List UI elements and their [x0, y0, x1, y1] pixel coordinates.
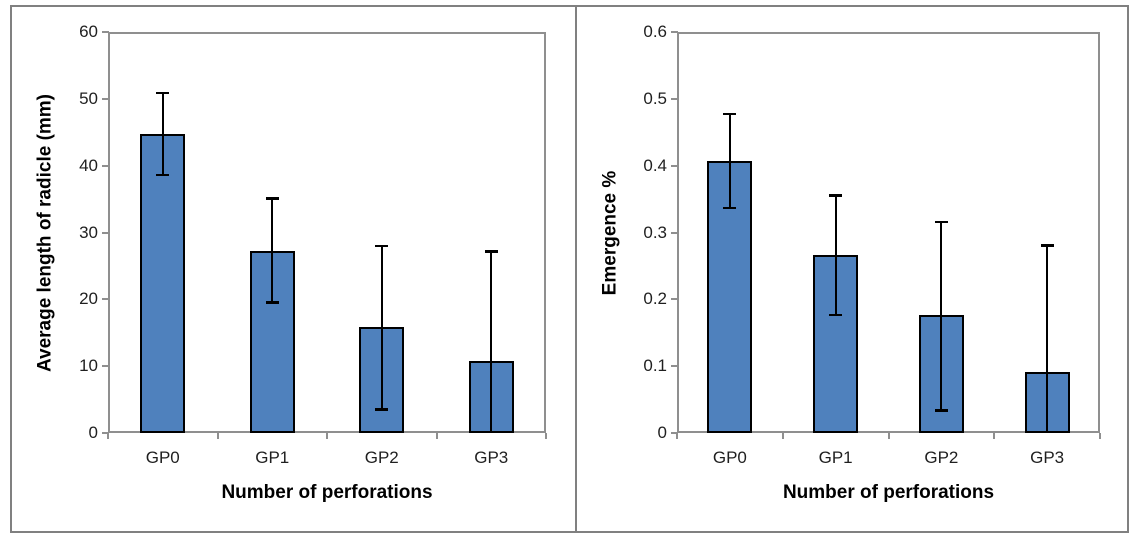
y-tick-mark: [671, 298, 678, 301]
y-tick-mark: [671, 164, 678, 167]
error-bar-line: [728, 113, 731, 209]
error-bar-cap: [723, 206, 737, 210]
error-bar-cap: [829, 194, 843, 197]
error-bar-cap: [375, 244, 389, 248]
y-tick-label: 0: [88, 423, 98, 442]
y-tick-label: 0.6: [643, 22, 667, 41]
y-tick-mark: [102, 432, 109, 434]
x-tick-mark: [887, 433, 890, 439]
y-tick-mark: [671, 97, 678, 100]
y-tick-mark: [671, 31, 678, 33]
x-tick-label: GP1: [255, 448, 290, 467]
error-bar-cap: [484, 250, 498, 253]
plot-area: [108, 32, 546, 433]
y-tick-label: 40: [79, 155, 98, 175]
x-tick-label: GP2: [364, 448, 399, 467]
error-bar-line: [940, 221, 943, 411]
left-x-axis-title: Number of perforations: [221, 482, 433, 503]
error-bar-cap: [934, 409, 948, 412]
error-bar-cap: [723, 112, 737, 116]
x-tick-label: GP0: [145, 448, 180, 467]
x-tick-mark: [1099, 433, 1101, 439]
outer-frame: [10, 5, 1129, 533]
y-tick-mark: [102, 298, 109, 301]
x-tick-mark: [993, 433, 996, 439]
bar: [140, 134, 186, 433]
y-tick-mark: [102, 231, 109, 234]
error-bar-cap: [156, 91, 170, 95]
y-tick-label: 0.5: [643, 88, 667, 108]
x-tick-mark: [107, 433, 109, 439]
x-tick-mark: [545, 433, 547, 439]
y-tick-mark: [671, 432, 678, 434]
x-tick-label: GP3: [474, 448, 509, 467]
y-tick-mark: [671, 365, 678, 368]
y-tick-mark: [671, 231, 678, 234]
y-tick-mark: [102, 31, 109, 33]
error-bar-line: [1046, 245, 1049, 433]
plot-area: [677, 32, 1100, 433]
x-tick-label: GP1: [818, 448, 853, 467]
y-tick-label: 10: [79, 356, 98, 376]
error-bar-cap: [375, 408, 389, 411]
y-tick-label: 0.3: [643, 222, 667, 242]
error-bar-cap: [265, 197, 279, 200]
x-tick-mark: [676, 433, 678, 439]
y-tick-label: 0: [657, 423, 667, 442]
error-bar-cap: [829, 313, 843, 317]
y-tick-label: 0.4: [643, 155, 667, 175]
error-bar-cap: [1040, 244, 1054, 247]
error-bar-cap: [156, 173, 170, 177]
x-tick-mark: [326, 433, 328, 439]
x-tick-label: GP3: [1030, 448, 1065, 467]
y-tick-mark: [102, 365, 109, 368]
y-tick-label: 50: [79, 88, 98, 108]
x-tick-mark: [781, 433, 784, 439]
x-tick-mark: [216, 433, 219, 439]
x-tick-mark: [435, 433, 438, 439]
error-bar-line: [161, 92, 164, 176]
y-tick-label: 0.2: [643, 289, 667, 309]
error-bar-line: [380, 245, 383, 410]
right-x-axis-title: Number of perforations: [782, 482, 995, 503]
y-tick-mark: [102, 97, 109, 100]
y-tick-label: 30: [79, 222, 98, 242]
x-tick-label: GP0: [712, 448, 747, 467]
error-bar-line: [271, 198, 274, 303]
y-tick-label: 20: [79, 289, 98, 309]
y-tick-label: 0.1: [643, 356, 667, 376]
error-bar-line: [490, 251, 493, 433]
error-bar-line: [834, 195, 837, 316]
error-bar-cap: [265, 301, 279, 304]
x-tick-label: GP2: [924, 448, 959, 467]
y-tick-mark: [102, 164, 109, 167]
y-tick-label: 60: [79, 22, 98, 41]
panel-divider: [575, 5, 577, 533]
error-bar-cap: [934, 220, 948, 224]
